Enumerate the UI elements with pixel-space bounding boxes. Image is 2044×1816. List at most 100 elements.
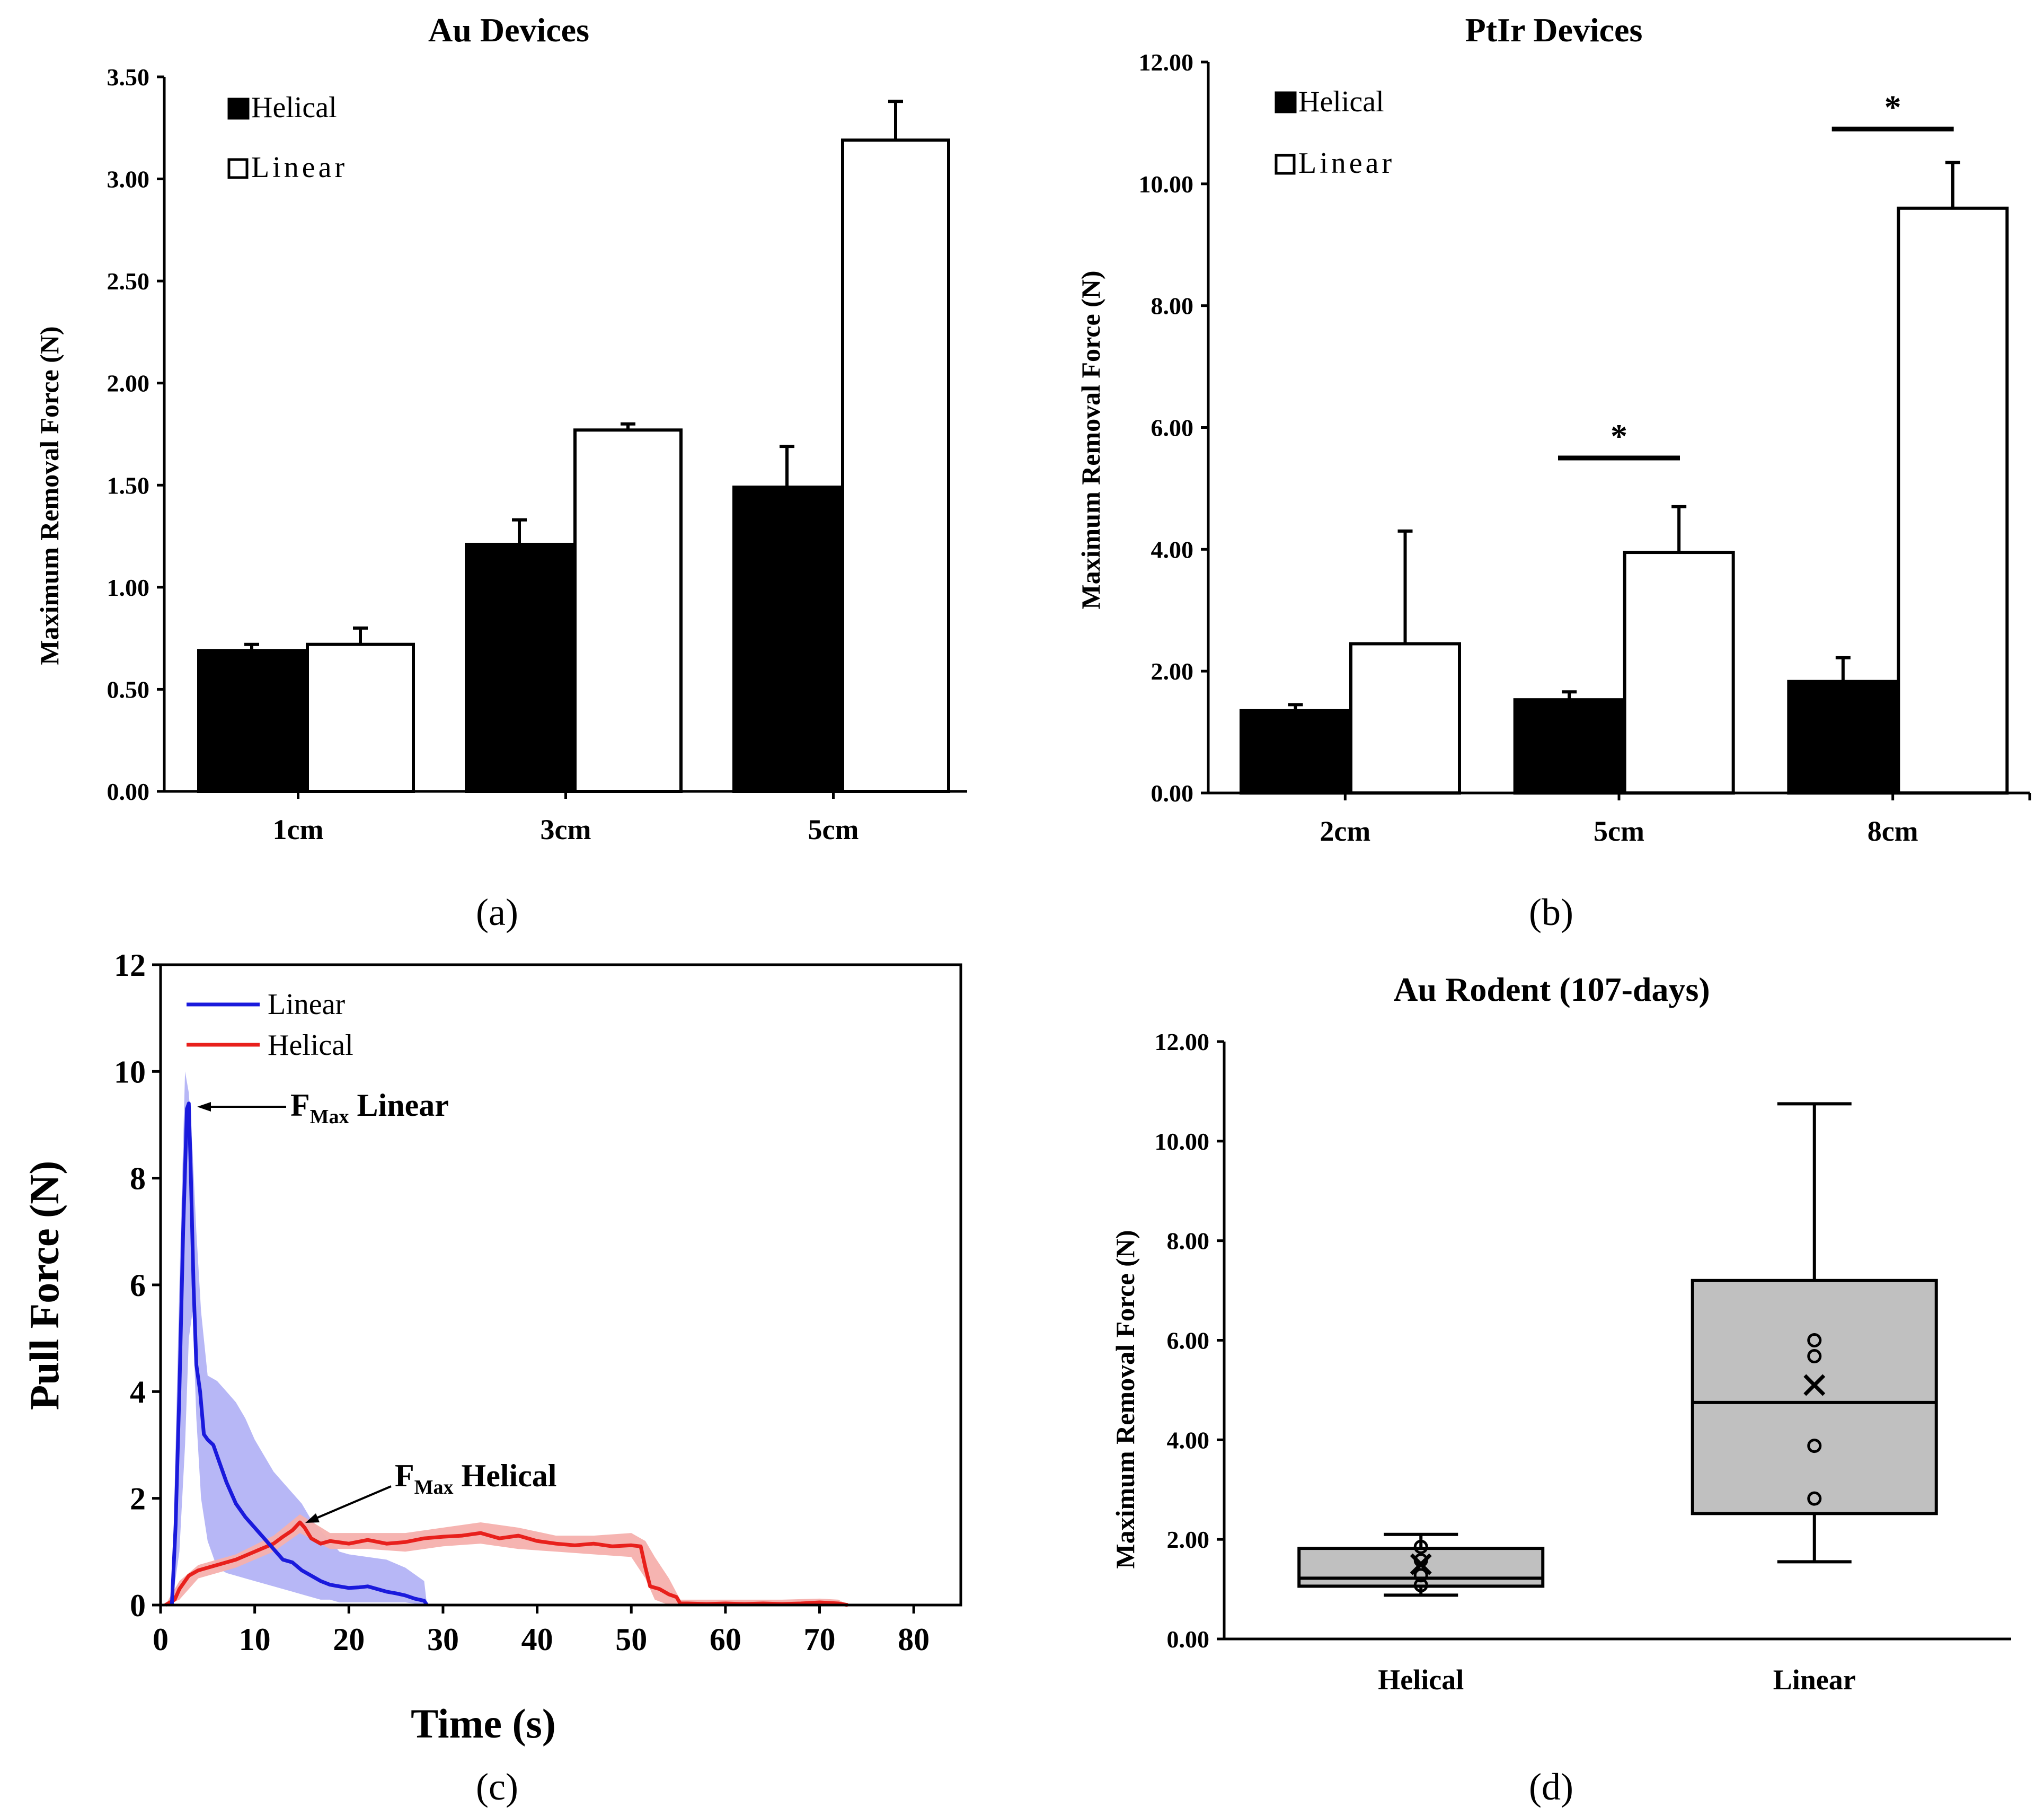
- y-ticks: 0.00 2.00 4.00 6.00 8.00 10.00 12.00: [1139, 49, 1208, 807]
- boxes: [1297, 1102, 1938, 1597]
- bar-helical-5cm: [732, 486, 842, 793]
- arrowhead-icon: [197, 1102, 211, 1112]
- legend-label-helical: Helical: [1298, 85, 1384, 118]
- x-tick-label: 0: [153, 1622, 169, 1657]
- y-tick-label: 2.00: [1167, 1526, 1210, 1553]
- panel-d-au-rodent: Au Rodent (107-days) Maximum Removal For…: [1110, 971, 2011, 1808]
- significance-star: *: [1611, 417, 1627, 455]
- legend-label-linear: Linear: [1298, 147, 1395, 180]
- arrowhead-icon: [305, 1513, 320, 1523]
- panel-b-ptir-devices: PtIr Devices Maximum Removal Force (N) 0…: [1076, 11, 2031, 933]
- legend-swatch-linear: [1275, 154, 1296, 175]
- mean-marker-helical: [1410, 1553, 1432, 1575]
- y-ticks: 0.00 0.50 1.00 1.50 2.00 2.50 3.00 3.50: [107, 64, 164, 805]
- y-tick-label: 8: [130, 1161, 146, 1196]
- x-tick-label: 20: [333, 1622, 365, 1657]
- legend-swatch-linear: [227, 158, 249, 179]
- y-tick-label: 0.00: [1167, 1626, 1210, 1653]
- box-linear: [1691, 1279, 1938, 1515]
- x-tick-labels: 1cm 3cm 5cm: [273, 791, 859, 845]
- annotation-f: F: [395, 1458, 414, 1493]
- panel-label: (b): [1529, 891, 1573, 933]
- y-tick-label: 2.00: [107, 370, 150, 397]
- bar-helical-2cm: [1240, 709, 1351, 795]
- y-tick-label: 6: [130, 1268, 146, 1303]
- bar-linear-5cm: [841, 138, 950, 793]
- y-axis-label: Maximum Removal Force (N): [1110, 1230, 1140, 1568]
- confidence-bands: [165, 1071, 848, 1605]
- bar-helical-3cm: [465, 542, 574, 794]
- x-ticks: 0 10 20 30 40 50 60 70 80: [153, 1605, 930, 1657]
- bars: [197, 138, 950, 794]
- panel-label: (c): [476, 1766, 518, 1808]
- annotation-suffix: Linear: [349, 1088, 449, 1123]
- y-axis-label: Pull Force (N): [21, 1161, 67, 1411]
- x-tick-label: Helical: [1378, 1664, 1464, 1696]
- bar-linear-2cm: [1349, 642, 1461, 795]
- y-axis-label: Maximum Removal Force (N): [1076, 270, 1105, 609]
- annotation-arrow-helical: [312, 1485, 392, 1521]
- band-helical: [165, 1514, 848, 1605]
- y-tick-label: 0.00: [107, 778, 150, 805]
- y-tick-label: 4.00: [1167, 1426, 1210, 1453]
- bar-linear-1cm: [306, 642, 415, 793]
- legend-label-linear: Linear: [251, 151, 348, 184]
- legend-swatch-helical: [227, 98, 250, 120]
- legend: Helical Linear: [1275, 85, 1395, 180]
- data-point-linear: [1807, 1491, 1822, 1506]
- bar-linear-5cm: [1623, 551, 1735, 795]
- y-tick-label: 2.00: [1151, 658, 1194, 685]
- significance-marks: **: [1558, 88, 1954, 461]
- y-ticks: 0.00 2.00 4.00 6.00 8.00 10.00 12.00: [1155, 1028, 1224, 1653]
- annotation-fmax-helical: FMax Helical: [305, 1458, 556, 1523]
- x-tick-label: 2cm: [1320, 815, 1370, 847]
- annotation-text-helical: FMax Helical: [395, 1458, 556, 1498]
- x-tick-labels: 2cm 5cm 8cm: [1320, 793, 2031, 847]
- error-bars: [244, 100, 903, 651]
- series-lines: [164, 1101, 848, 1607]
- x-tick-label: 50: [615, 1622, 647, 1657]
- x-tick-label: 70: [804, 1622, 836, 1657]
- x-tick-labels: Helical Linear: [1378, 1664, 1855, 1696]
- x-tick-label: 80: [898, 1622, 930, 1657]
- bar-linear-8cm: [1897, 206, 2009, 795]
- y-tick-label: 12: [114, 948, 146, 983]
- x-tick-label: 8cm: [1868, 815, 1918, 847]
- y-tick-label: 6.00: [1151, 415, 1194, 442]
- y-tick-label: 6.00: [1167, 1327, 1210, 1354]
- chart-title: Au Rodent (107-days): [1393, 971, 1710, 1008]
- series-line-linear: [170, 1101, 429, 1606]
- y-tick-label: 1.00: [107, 574, 150, 601]
- error-bars: [1288, 161, 1960, 711]
- y-tick-label: 10: [114, 1054, 146, 1089]
- y-tick-label: 0.00: [1151, 780, 1194, 807]
- x-tick-label: 3cm: [541, 814, 591, 845]
- bar-helical-8cm: [1787, 680, 1899, 795]
- x-tick-label: 10: [239, 1622, 271, 1657]
- annotation-fmax-linear: FMax Linear: [197, 1088, 449, 1128]
- x-tick-label: 1cm: [273, 814, 324, 845]
- legend-label-helical: Helical: [268, 1029, 353, 1062]
- data-point-helical: [1413, 1578, 1428, 1593]
- y-tick-label: 4.00: [1151, 536, 1194, 563]
- significance-star: *: [1884, 88, 1901, 126]
- y-tick-label: 2: [130, 1482, 146, 1517]
- x-tick-label: Linear: [1773, 1664, 1856, 1696]
- chart-title: Au Devices: [428, 11, 589, 49]
- data-point-linear: [1807, 1349, 1822, 1364]
- y-tick-label: 8.00: [1151, 293, 1194, 320]
- y-tick-label: 4: [130, 1374, 146, 1409]
- annotation-text-linear: FMax Linear: [290, 1088, 449, 1128]
- y-tick-label: 0: [130, 1588, 146, 1623]
- data-point-helical: [1413, 1539, 1428, 1554]
- series-line-helical: [164, 1520, 848, 1607]
- x-tick-label: 5cm: [808, 814, 859, 845]
- annotation-suffix: Helical: [454, 1458, 557, 1493]
- x-tick-label: 60: [710, 1622, 741, 1657]
- x-tick-label: 40: [521, 1622, 553, 1657]
- annotation-f: F: [290, 1088, 310, 1123]
- panel-label: (d): [1529, 1766, 1573, 1808]
- panel-a-au-devices: Au Devices Maximum Removal Force (N) 0.0…: [34, 11, 967, 933]
- chart-title: PtIr Devices: [1465, 11, 1643, 49]
